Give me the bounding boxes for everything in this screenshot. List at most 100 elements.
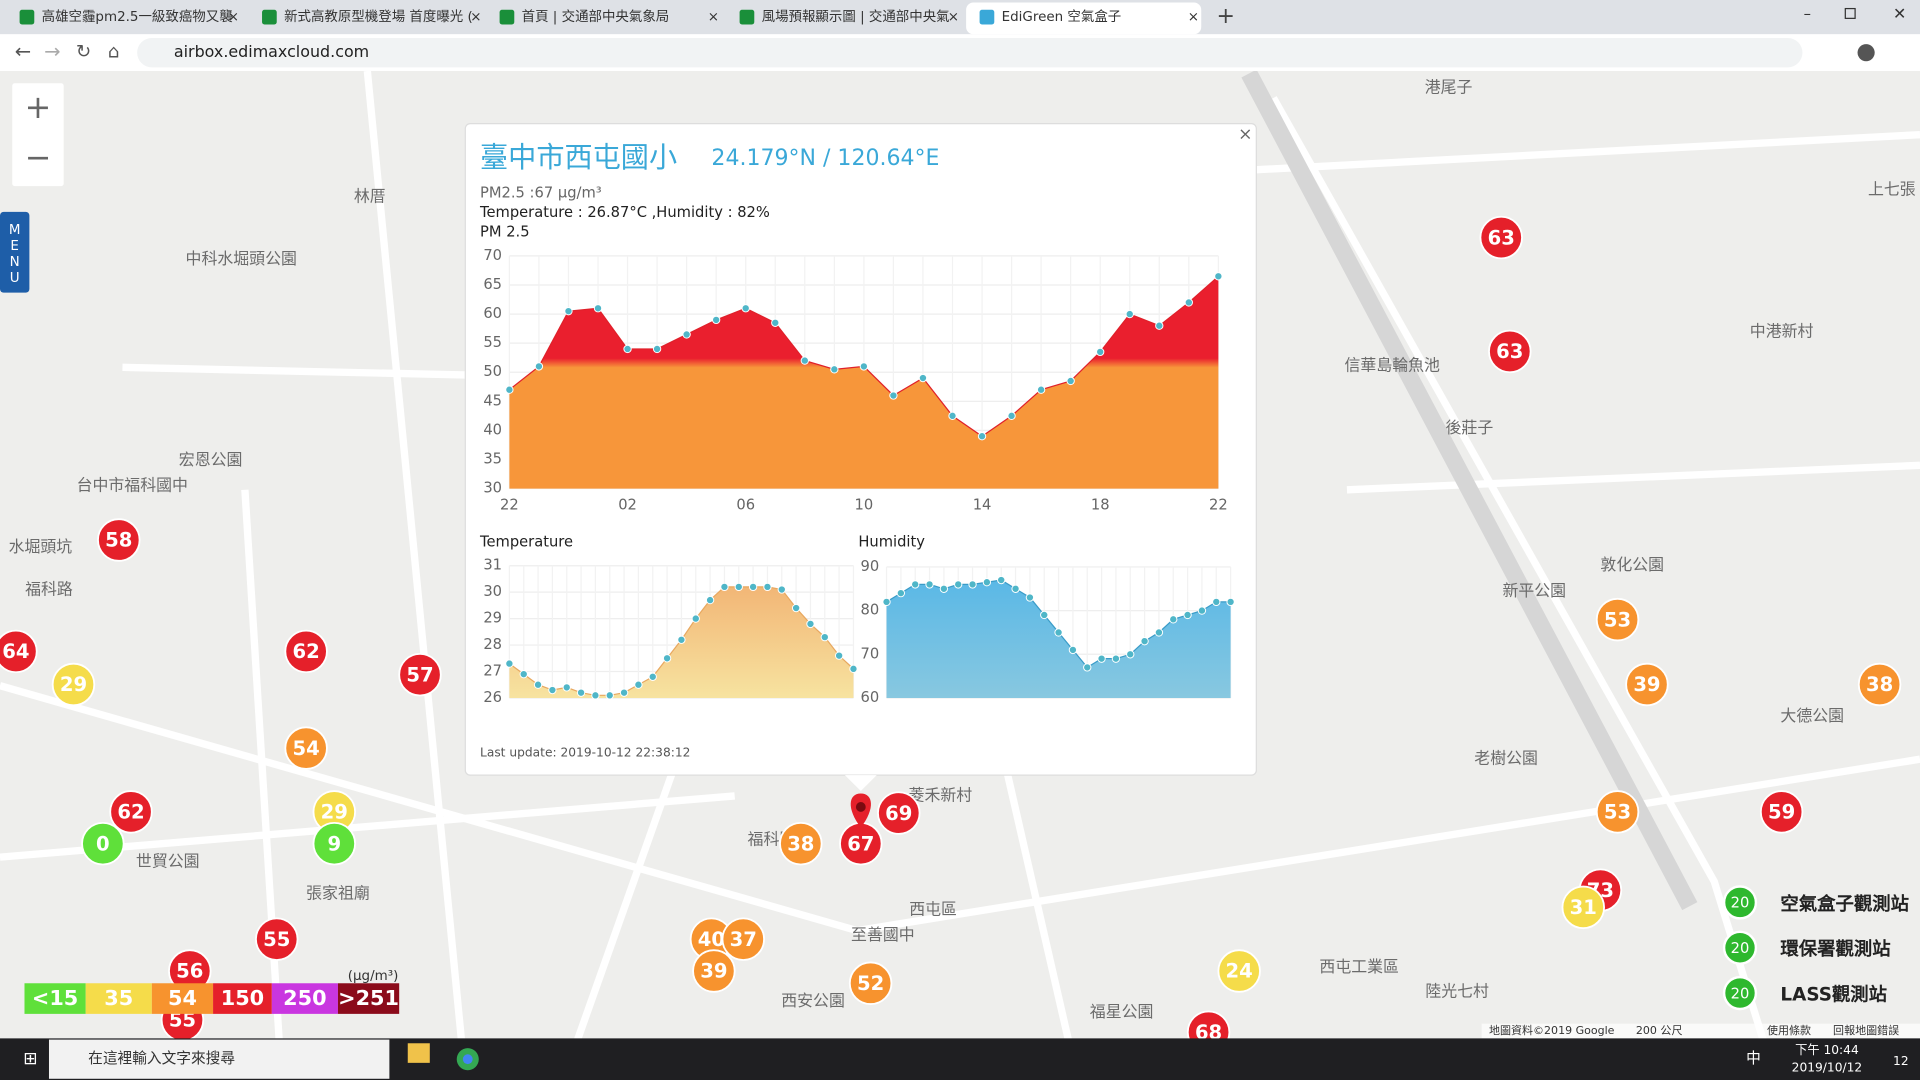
notifications[interactable]: 12: [1893, 1054, 1909, 1068]
point: [605, 691, 614, 700]
tab-close[interactable]: ×: [1188, 10, 1199, 25]
station-marker[interactable]: [1625, 662, 1669, 707]
marker-value: 55: [169, 1009, 196, 1032]
map-label: 西屯區: [909, 899, 957, 918]
forward[interactable]: →: [44, 40, 60, 63]
point: [939, 584, 949, 593]
point: [548, 685, 557, 695]
station-marker[interactable]: [1488, 329, 1532, 374]
tab-title[interactable]: 風場預報顯示圖 | 交通部中央氣: [762, 8, 950, 25]
station-marker[interactable]: [255, 917, 299, 961]
point: [705, 595, 715, 605]
point: [791, 603, 801, 613]
station-badge-value: 20: [1731, 985, 1750, 1002]
tab-title[interactable]: 新式高教原型機登場 首度曝光 (: [284, 8, 473, 25]
legend-swatch: [213, 983, 272, 1014]
station-marker[interactable]: [692, 949, 736, 993]
tab-title[interactable]: 首頁 | 交通部中央氣象局: [522, 8, 670, 25]
marker-value: 56: [176, 960, 203, 983]
station-marker[interactable]: [721, 917, 765, 961]
station-badge: [1722, 930, 1758, 965]
temp-chart-title: Temperature: [479, 533, 573, 550]
menu-button[interactable]: [0, 211, 30, 293]
point: [1155, 321, 1164, 330]
station-marker[interactable]: [1759, 790, 1804, 834]
omnibox[interactable]: [137, 37, 1803, 68]
point: [830, 365, 839, 374]
area: [886, 580, 1231, 698]
point: [1097, 654, 1106, 663]
point: [1007, 411, 1016, 421]
station-marker[interactable]: [1561, 885, 1605, 930]
search-box[interactable]: [48, 1039, 390, 1079]
marker-value: 39: [700, 960, 727, 983]
home[interactable]: ⌂: [108, 42, 120, 63]
legend-swatch: [85, 983, 152, 1014]
station-marker[interactable]: [312, 821, 357, 866]
explorer-icon[interactable]: [407, 1043, 430, 1063]
map-label: 上七張: [1868, 179, 1916, 198]
station-marker[interactable]: [1857, 662, 1902, 707]
map-label: 中港新村: [1750, 321, 1814, 340]
tab-close[interactable]: ×: [708, 10, 719, 25]
tab-icon: [19, 9, 35, 25]
station-marker[interactable]: [51, 662, 96, 707]
station-badge: [1722, 975, 1758, 1011]
station-marker[interactable]: [877, 791, 921, 835]
tab-title[interactable]: 高雄空霾pm2.5一級致癌物又襲: [42, 8, 233, 25]
map-footer-text[interactable]: 回報地圖錯誤: [1833, 1023, 1899, 1037]
new-tab[interactable]: +: [1216, 4, 1234, 29]
marker-value: 37: [730, 928, 757, 951]
zoom-out[interactable]: −: [25, 138, 52, 176]
point: [712, 315, 721, 325]
station-marker[interactable]: [1479, 215, 1523, 260]
point: [1214, 272, 1223, 281]
profile[interactable]: [1857, 44, 1875, 62]
point: [720, 582, 729, 592]
zoom-in[interactable]: +: [25, 88, 52, 126]
station-marker[interactable]: [779, 821, 823, 866]
tab-icon: [739, 9, 755, 25]
marker-value: 54: [292, 737, 319, 760]
station-marker[interactable]: [284, 629, 328, 674]
station-marker[interactable]: [1595, 790, 1640, 834]
station-marker[interactable]: [0, 629, 38, 674]
station-marker[interactable]: [848, 961, 893, 1005]
station-marker[interactable]: [81, 821, 125, 866]
station-marker[interactable]: [1217, 949, 1261, 993]
start[interactable]: ⊞: [23, 1049, 37, 1069]
maximize[interactable]: [1844, 7, 1856, 19]
tab-title[interactable]: EdiGreen 空氣盒子: [1002, 8, 1122, 25]
map-label: 西屯工業區: [1319, 957, 1399, 976]
active-tab[interactable]: [966, 2, 1202, 35]
popup-close[interactable]: ×: [1238, 125, 1252, 145]
ime: 中: [1746, 1050, 1761, 1067]
point: [1054, 628, 1063, 637]
point: [1226, 597, 1235, 607]
tab-close[interactable]: ×: [470, 10, 481, 25]
x-tick-label: 06: [736, 497, 755, 514]
y-tick-label: 35: [483, 450, 502, 467]
station-marker[interactable]: [97, 518, 141, 562]
roads: [0, 70, 1920, 1080]
point: [918, 373, 928, 383]
point: [997, 575, 1006, 585]
point: [652, 344, 662, 354]
station-marker[interactable]: [398, 652, 442, 697]
tab-icon: [499, 9, 515, 25]
minimize[interactable]: –: [1804, 6, 1811, 23]
close-window[interactable]: ✕: [1893, 4, 1906, 23]
marker-value: 29: [321, 801, 348, 824]
tab-close[interactable]: ×: [228, 10, 239, 25]
marker-value: 38: [1866, 673, 1893, 696]
reload[interactable]: ↻: [76, 42, 91, 63]
tab-close[interactable]: ×: [948, 10, 959, 25]
station-marker[interactable]: [284, 726, 328, 770]
map-footer-text[interactable]: 使用條款: [1767, 1023, 1811, 1037]
point: [677, 635, 686, 644]
station-marker[interactable]: [1595, 597, 1640, 642]
pin-dot: [855, 802, 866, 812]
station-marker[interactable]: [109, 790, 153, 834]
back[interactable]: ←: [15, 40, 31, 63]
